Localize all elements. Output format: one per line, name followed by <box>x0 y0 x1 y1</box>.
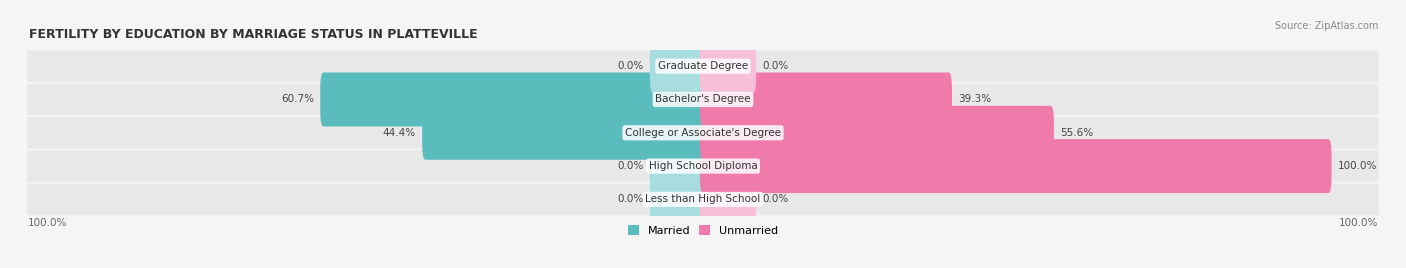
FancyBboxPatch shape <box>700 172 756 226</box>
FancyBboxPatch shape <box>27 84 1379 115</box>
Text: Source: ZipAtlas.com: Source: ZipAtlas.com <box>1274 21 1378 31</box>
FancyBboxPatch shape <box>321 72 706 126</box>
Text: 0.0%: 0.0% <box>617 61 644 71</box>
Text: 100.0%: 100.0% <box>1339 218 1378 228</box>
FancyBboxPatch shape <box>27 184 1379 215</box>
FancyBboxPatch shape <box>650 139 706 193</box>
FancyBboxPatch shape <box>700 39 756 93</box>
Text: 0.0%: 0.0% <box>762 194 789 204</box>
Text: 0.0%: 0.0% <box>617 194 644 204</box>
Text: 100.0%: 100.0% <box>28 218 67 228</box>
FancyBboxPatch shape <box>650 172 706 226</box>
Text: College or Associate's Degree: College or Associate's Degree <box>626 128 780 138</box>
FancyBboxPatch shape <box>27 117 1379 148</box>
FancyBboxPatch shape <box>700 139 1331 193</box>
Text: FERTILITY BY EDUCATION BY MARRIAGE STATUS IN PLATTEVILLE: FERTILITY BY EDUCATION BY MARRIAGE STATU… <box>28 28 478 41</box>
Text: 44.4%: 44.4% <box>382 128 416 138</box>
Text: 0.0%: 0.0% <box>762 61 789 71</box>
FancyBboxPatch shape <box>422 106 706 160</box>
FancyBboxPatch shape <box>27 150 1379 182</box>
Text: Bachelor's Degree: Bachelor's Degree <box>655 95 751 105</box>
Text: 100.0%: 100.0% <box>1339 161 1378 171</box>
Text: 39.3%: 39.3% <box>957 95 991 105</box>
Text: 0.0%: 0.0% <box>617 161 644 171</box>
Text: Less than High School: Less than High School <box>645 194 761 204</box>
FancyBboxPatch shape <box>27 50 1379 82</box>
FancyBboxPatch shape <box>700 72 952 126</box>
Text: High School Diploma: High School Diploma <box>648 161 758 171</box>
Text: 55.6%: 55.6% <box>1060 128 1094 138</box>
Text: Graduate Degree: Graduate Degree <box>658 61 748 71</box>
FancyBboxPatch shape <box>700 106 1054 160</box>
FancyBboxPatch shape <box>650 39 706 93</box>
Legend: Married, Unmarried: Married, Unmarried <box>623 221 783 240</box>
Text: 60.7%: 60.7% <box>281 95 314 105</box>
